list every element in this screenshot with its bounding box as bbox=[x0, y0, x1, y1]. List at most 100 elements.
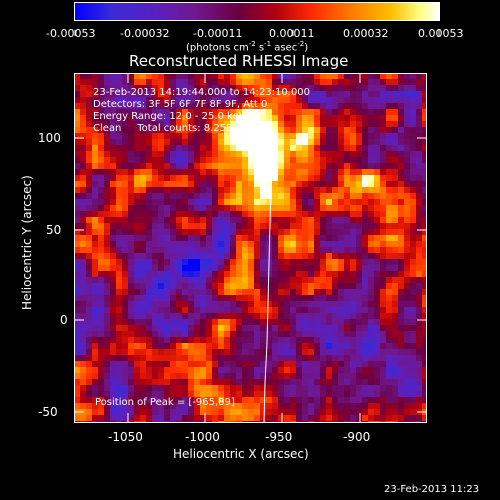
heatmap-cell bbox=[128, 121, 134, 127]
heatmap-cell bbox=[326, 91, 332, 97]
heatmap-cell bbox=[260, 397, 266, 403]
heatmap-cell bbox=[86, 85, 92, 91]
heatmap-cell bbox=[338, 259, 344, 265]
heatmap-cell bbox=[350, 163, 356, 169]
heatmap-cell bbox=[290, 175, 296, 181]
heatmap-cell bbox=[254, 205, 260, 211]
heatmap-cell bbox=[320, 175, 326, 181]
heatmap-cell bbox=[128, 265, 134, 271]
heatmap-cell bbox=[242, 409, 248, 415]
heatmap-cell bbox=[164, 265, 170, 271]
heatmap-cell bbox=[356, 307, 362, 313]
heatmap-cell bbox=[278, 97, 284, 103]
heatmap-cell bbox=[278, 361, 284, 367]
heatmap-cell bbox=[110, 91, 116, 97]
heatmap-cell bbox=[212, 415, 218, 421]
heatmap-cell bbox=[254, 163, 260, 169]
heatmap-cell bbox=[212, 79, 218, 85]
heatmap-cell bbox=[98, 175, 104, 181]
heatmap-cell bbox=[134, 109, 140, 115]
heatmap-cell bbox=[158, 313, 164, 319]
heatmap-cell bbox=[422, 241, 427, 247]
heatmap-cell bbox=[86, 331, 92, 337]
heatmap-cell bbox=[380, 163, 386, 169]
heatmap-cell bbox=[308, 175, 314, 181]
heatmap-cell bbox=[104, 127, 110, 133]
heatmap-cell bbox=[188, 397, 194, 403]
heatmap-cell bbox=[236, 343, 242, 349]
heatmap-cell bbox=[410, 217, 416, 223]
heatmap-cell bbox=[314, 367, 320, 373]
heatmap-cell bbox=[182, 355, 188, 361]
heatmap-cell bbox=[92, 73, 98, 79]
heatmap-cell bbox=[122, 241, 128, 247]
heatmap-cell bbox=[302, 259, 308, 265]
heatmap-cell bbox=[362, 283, 368, 289]
heatmap-cell bbox=[140, 241, 146, 247]
heatmap-cell bbox=[278, 265, 284, 271]
heatmap-cell bbox=[290, 355, 296, 361]
heatmap-cell bbox=[380, 391, 386, 397]
heatmap-cell bbox=[350, 211, 356, 217]
heatmap-cell bbox=[128, 247, 134, 253]
heatmap-cell bbox=[422, 145, 427, 151]
heatmap-cell bbox=[386, 271, 392, 277]
heatmap-cell bbox=[350, 295, 356, 301]
heatmap-cell bbox=[86, 217, 92, 223]
heatmap-cell bbox=[182, 403, 188, 409]
heatmap-cell bbox=[272, 145, 278, 151]
heatmap-cell bbox=[104, 265, 110, 271]
heatmap-cell bbox=[74, 391, 80, 397]
heatmap-cell bbox=[320, 79, 326, 85]
heatmap-cell bbox=[254, 235, 260, 241]
heatmap-cell bbox=[344, 151, 350, 157]
heatmap-cell bbox=[182, 253, 188, 259]
heatmap-cell bbox=[122, 169, 128, 175]
heatmap-cell bbox=[176, 337, 182, 343]
heatmap-cell bbox=[356, 79, 362, 85]
heatmap-cell bbox=[386, 385, 392, 391]
heatmap-cell bbox=[224, 127, 230, 133]
heatmap-cell bbox=[242, 403, 248, 409]
heatmap-cell bbox=[74, 223, 80, 229]
heatmap-cell bbox=[230, 241, 236, 247]
heatmap-cell bbox=[290, 145, 296, 151]
heatmap-cell bbox=[302, 319, 308, 325]
heatmap-cell bbox=[212, 319, 218, 325]
heatmap-cell bbox=[380, 157, 386, 163]
heatmap-cell bbox=[140, 85, 146, 91]
heatmap-cell bbox=[170, 109, 176, 115]
heatmap-cell bbox=[134, 355, 140, 361]
heatmap-cell bbox=[86, 307, 92, 313]
heatmap-cell bbox=[320, 301, 326, 307]
heatmap-cell bbox=[260, 367, 266, 373]
colorbar-unit-label: (photons cm-2 s-1 asec-2) bbox=[186, 40, 309, 54]
heatmap-cell bbox=[398, 253, 404, 259]
heatmap-cell bbox=[422, 385, 427, 391]
heatmap-cell bbox=[110, 157, 116, 163]
heatmap-cell bbox=[398, 391, 404, 397]
heatmap-cell bbox=[284, 133, 290, 139]
heatmap-cell bbox=[176, 253, 182, 259]
heatmap-cell bbox=[176, 343, 182, 349]
heatmap-cell bbox=[104, 331, 110, 337]
heatmap-cell bbox=[212, 217, 218, 223]
heatmap-cell bbox=[212, 295, 218, 301]
heatmap-cell bbox=[314, 343, 320, 349]
heatmap-cell bbox=[248, 247, 254, 253]
heatmap-cell bbox=[368, 145, 374, 151]
heatmap-cell bbox=[230, 157, 236, 163]
x-tick-label: -950 bbox=[265, 430, 293, 444]
heatmap-cell bbox=[104, 115, 110, 121]
heatmap-cell bbox=[80, 145, 86, 151]
heatmap-cell bbox=[374, 253, 380, 259]
heatmap-cell bbox=[86, 181, 92, 187]
heatmap-cell bbox=[320, 289, 326, 295]
heatmap-cell bbox=[74, 253, 80, 259]
heatmap-cell bbox=[410, 271, 416, 277]
heatmap-cell bbox=[254, 127, 260, 133]
heatmap-cell bbox=[350, 349, 356, 355]
heatmap-cell bbox=[368, 217, 374, 223]
heatmap-cell bbox=[302, 223, 308, 229]
heatmap-cell bbox=[200, 193, 206, 199]
